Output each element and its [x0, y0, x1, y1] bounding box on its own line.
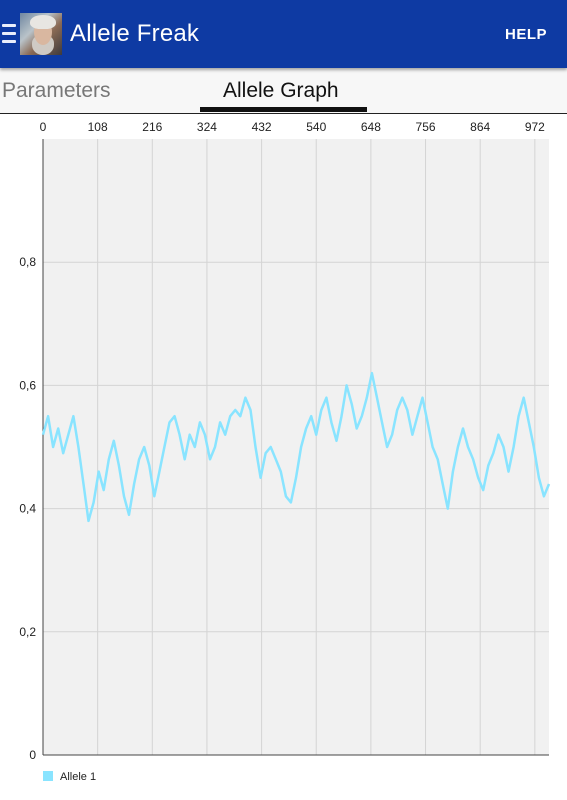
x-tick-label: 324: [197, 120, 217, 134]
help-button[interactable]: HELP: [504, 26, 547, 43]
x-tick-label: 0: [40, 120, 47, 134]
x-tick-label: 540: [306, 120, 326, 134]
legend-swatch: [43, 771, 53, 781]
y-tick-label: 0,2: [19, 625, 36, 639]
y-tick-label: 0: [29, 748, 36, 762]
x-tick-label: 972: [525, 120, 545, 134]
hamburger-menu-icon[interactable]: [2, 24, 16, 44]
app-bar: Allele Freak HELP: [0, 0, 567, 68]
legend-label: Allele 1: [60, 771, 96, 783]
app-logo-avatar: [20, 13, 62, 55]
x-tick-label: 756: [416, 120, 436, 134]
tab-allele-graph[interactable]: Allele Graph: [223, 79, 339, 102]
plot-area: [43, 139, 549, 755]
app-title: Allele Freak: [70, 20, 200, 47]
x-tick-label: 216: [142, 120, 162, 134]
series-line-allele-1: [41, 371, 551, 523]
x-tick-label: 432: [252, 120, 272, 134]
allele-chart: 0 108 216 324 432 540 648 756 864 972 0 0,2 0,4 0,6 0,…: [0, 114, 567, 800]
tab-parameters[interactable]: Parameters: [2, 79, 111, 102]
y-tick-label: 0,6: [19, 378, 36, 392]
allele-chart-svg: 0 108 216 324 432 540 648 756 864 972 0 0,2 0,4 0,6 0,…: [19, 120, 551, 783]
tab-bar: Parameters Allele Graph: [0, 68, 567, 114]
x-tick-label: 648: [361, 120, 381, 134]
selected-tab-indicator: [200, 107, 367, 112]
x-tick-label: 864: [470, 120, 490, 134]
y-tick-label: 0,4: [19, 502, 36, 516]
x-tick-label: 108: [88, 120, 108, 134]
y-tick-label: 0,8: [19, 255, 36, 269]
